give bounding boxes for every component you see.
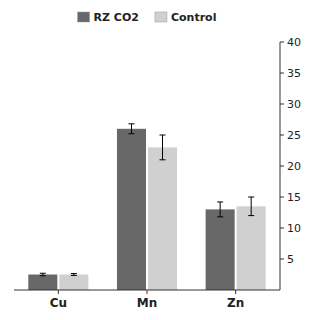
error-cap <box>40 273 46 274</box>
y-tick-label: 5 <box>287 253 294 266</box>
error-cap <box>71 275 77 276</box>
error-bar <box>248 197 254 216</box>
plot-area <box>28 124 265 290</box>
y-tick <box>280 135 284 136</box>
error-cap <box>71 273 77 274</box>
y-tick <box>280 104 284 105</box>
error-cap <box>248 197 254 198</box>
legend: RZ CO2 Control <box>78 11 217 24</box>
y-tick-label: 25 <box>287 129 301 142</box>
legend-item: RZ CO2 <box>78 11 139 24</box>
error-line <box>251 197 252 216</box>
error-cap <box>160 135 166 136</box>
x-tick-label: Mn <box>137 296 157 310</box>
y-tick-label: 40 <box>287 36 301 49</box>
x-axis: Cu Mn Zn <box>14 290 280 310</box>
error-bar <box>128 124 134 134</box>
error-cap <box>248 215 254 216</box>
x-tick <box>58 290 59 294</box>
error-bar <box>40 273 46 275</box>
legend-item: Control <box>155 11 216 24</box>
bar <box>59 275 88 291</box>
error-line <box>131 124 132 134</box>
legend-label: RZ CO2 <box>94 11 139 24</box>
y-tick-label: 20 <box>287 160 301 173</box>
y-tick-label: 15 <box>287 191 301 204</box>
error-cap <box>160 159 166 160</box>
legend-label: Control <box>171 11 216 24</box>
y-tick-label: 30 <box>287 98 301 111</box>
error-cap <box>128 133 134 134</box>
error-bar <box>160 135 166 160</box>
error-cap <box>128 123 134 124</box>
x-tick-label: Zn <box>227 296 244 310</box>
error-bar <box>217 202 223 217</box>
y-tick <box>280 228 284 229</box>
error-line <box>220 202 221 217</box>
bar <box>148 147 177 290</box>
bar <box>117 129 146 290</box>
chart-container: Cu Mn Zn 5 10 15 20 25 30 35 40 RZ CO2 Control <box>0 0 320 320</box>
y-tick <box>280 42 284 43</box>
y-tick <box>280 197 284 198</box>
y-tick-label: 35 <box>287 67 301 80</box>
error-cap <box>40 275 46 276</box>
error-bar <box>71 274 77 276</box>
y-tick-label: 10 <box>287 222 301 235</box>
x-tick <box>235 290 236 294</box>
y-axis: 5 10 15 20 25 30 35 40 <box>280 36 301 290</box>
y-tick <box>280 166 284 167</box>
bar <box>28 275 57 291</box>
y-tick <box>280 73 284 74</box>
y-tick <box>280 259 284 260</box>
error-line <box>162 135 163 160</box>
x-tick <box>147 290 148 294</box>
legend-swatch <box>155 12 167 22</box>
bar <box>206 209 235 290</box>
x-tick-label: Cu <box>50 296 67 310</box>
legend-swatch <box>78 12 90 22</box>
chart-svg: Cu Mn Zn 5 10 15 20 25 30 35 40 RZ CO2 Control <box>0 0 320 320</box>
error-cap <box>217 216 223 217</box>
bar <box>237 206 266 290</box>
error-cap <box>217 201 223 202</box>
